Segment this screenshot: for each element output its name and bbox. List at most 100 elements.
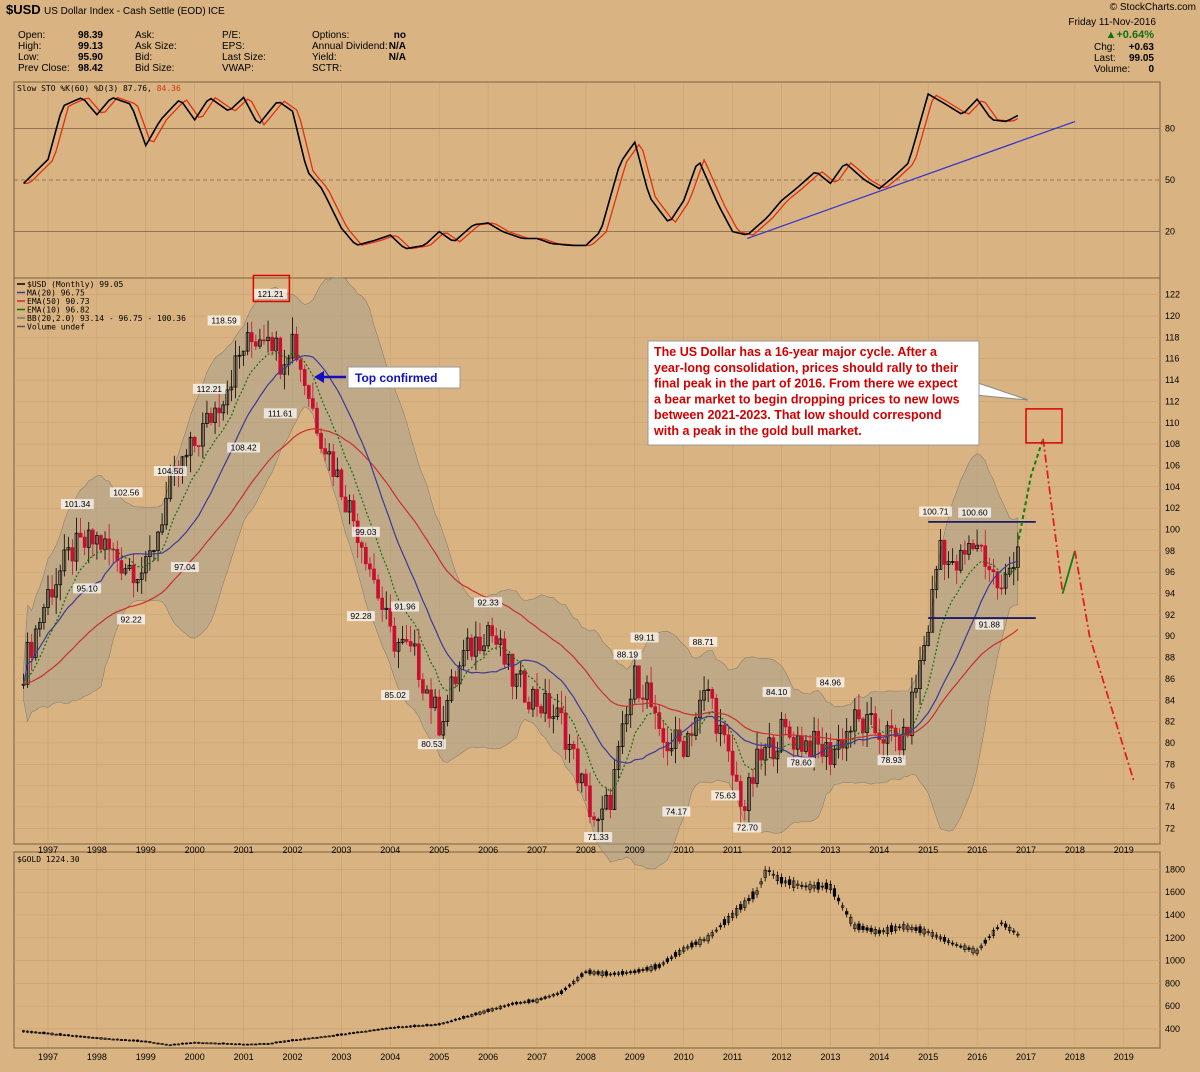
price-candle-body	[315, 407, 319, 434]
gold-candle-body	[237, 1043, 242, 1046]
price-candle-body	[751, 777, 755, 784]
price-candle-body	[258, 339, 262, 347]
gold-candle-body	[449, 1020, 454, 1023]
gold-candle-body	[50, 1032, 54, 1036]
peak-label: 74.17	[666, 806, 688, 816]
gold-candle-body	[767, 870, 771, 873]
price-candle-body	[376, 579, 380, 599]
gold-candle-body	[70, 1035, 75, 1037]
price-candle-body	[600, 808, 605, 820]
gold-candle-body	[563, 987, 568, 990]
peak-label-bg	[170, 562, 199, 573]
field-label: High:	[18, 41, 41, 52]
price-candle-body	[143, 556, 148, 574]
gold-tick-label: 1400	[1165, 910, 1185, 920]
price-candle-body	[123, 568, 128, 574]
price-candle-body	[698, 699, 702, 719]
price-candle-body	[567, 743, 572, 750]
gold-candle-body	[184, 1042, 189, 1045]
gold-candle-body	[172, 1043, 176, 1046]
price-tick-label: 90	[1165, 631, 1175, 641]
price-tick-label: 108	[1165, 439, 1180, 449]
price-candle-body	[832, 748, 837, 765]
gold-candle-body	[535, 998, 539, 1003]
gold-candle-body	[832, 888, 837, 897]
gold-candle-body	[836, 897, 841, 902]
gold-candle-body	[788, 879, 792, 886]
gold-candle-body	[470, 1014, 474, 1017]
year-label-gold: 2003	[331, 1052, 351, 1062]
field-label: Ask Size:	[135, 41, 177, 52]
price-candle-body	[800, 735, 804, 752]
peak-label: 92.33	[477, 597, 499, 607]
price-candle-body	[241, 350, 246, 356]
year-label-price: 2017	[1016, 845, 1036, 855]
field-label: Bid:	[135, 52, 152, 63]
gold-candle-body	[959, 945, 963, 948]
peak-label-bg	[60, 499, 94, 510]
price-candle-body	[995, 571, 1000, 589]
price-candle-body	[29, 641, 34, 658]
gold-candle-body	[197, 1042, 201, 1044]
gold-candle-body	[539, 998, 543, 1000]
header-mid2-fields: P/E:EPS:Last Size:VWAP:	[222, 30, 266, 74]
gold-candle-body	[290, 1039, 295, 1042]
price-candle-body	[514, 673, 519, 687]
gold-candle-body	[665, 958, 669, 963]
price-candle-body	[628, 698, 633, 716]
year-label-price: 2012	[771, 845, 791, 855]
gold-candle-body	[808, 884, 812, 890]
gold-candle-body	[792, 880, 796, 888]
y-axis-labels: 72 74 76 78 80 82 84 86 88 90 92 94 96 98 100 102 104 106…	[1165, 123, 1185, 1034]
gold-candle-body	[433, 1024, 437, 1026]
price-candle-body	[306, 385, 311, 399]
price-candle-body	[359, 542, 364, 548]
gold-candle-body	[824, 882, 828, 890]
annotation-line: between 2021-2023. That low should corre…	[654, 408, 942, 422]
gold-candle-body	[38, 1032, 42, 1034]
peak-label: 80.53	[421, 739, 443, 749]
price-candle-body	[95, 535, 99, 545]
price-candle-body	[188, 436, 193, 456]
field-value: 98.42	[78, 63, 103, 74]
price-candle-body	[547, 693, 552, 719]
peak-label-bg	[919, 506, 952, 517]
year-label-gold: 2004	[380, 1052, 400, 1062]
gold-candle-body	[421, 1025, 425, 1027]
peak-label-bg	[474, 597, 503, 608]
gold-candle-body	[87, 1036, 91, 1039]
peak-label-bg	[877, 755, 906, 766]
gold-candle-body	[99, 1037, 103, 1040]
peak-label-bg	[975, 619, 1004, 630]
price-candle-body	[319, 432, 323, 449]
price-candle-body	[637, 665, 641, 699]
gold-candle-body	[633, 970, 637, 974]
price-candle-body	[555, 707, 560, 717]
gold-candle-body	[567, 984, 572, 987]
gold-candle-body	[79, 1035, 83, 1038]
chart-exchange: ICE	[208, 6, 225, 17]
year-label-price: 1997	[38, 845, 58, 855]
price-candle-body	[865, 714, 869, 733]
gold-candle-body	[853, 924, 857, 929]
gold-candle-body	[673, 952, 678, 957]
gold-candle-body	[494, 1007, 498, 1010]
gold-candle-body	[551, 994, 555, 997]
legend-entry: EMA(50) 90.73	[27, 297, 90, 306]
gold-candle-body	[307, 1037, 311, 1040]
gold-candle-body	[176, 1043, 181, 1046]
gold-candle-body	[115, 1038, 119, 1041]
gold-candle-body	[967, 947, 971, 950]
gold-candle-body	[910, 927, 914, 930]
price-candle-body	[632, 665, 637, 700]
price-candle-body	[873, 713, 878, 734]
gold-candle-body	[906, 925, 910, 930]
price-candle-body	[58, 570, 63, 586]
price-tick-label: 110	[1165, 418, 1179, 428]
price-candle-body	[400, 638, 405, 643]
gold-candle-body	[221, 1042, 225, 1045]
gold-candle-body	[441, 1022, 445, 1025]
gold-candle-body	[608, 973, 612, 976]
price-candle-body	[339, 469, 344, 498]
peak-label-bg	[417, 739, 446, 750]
